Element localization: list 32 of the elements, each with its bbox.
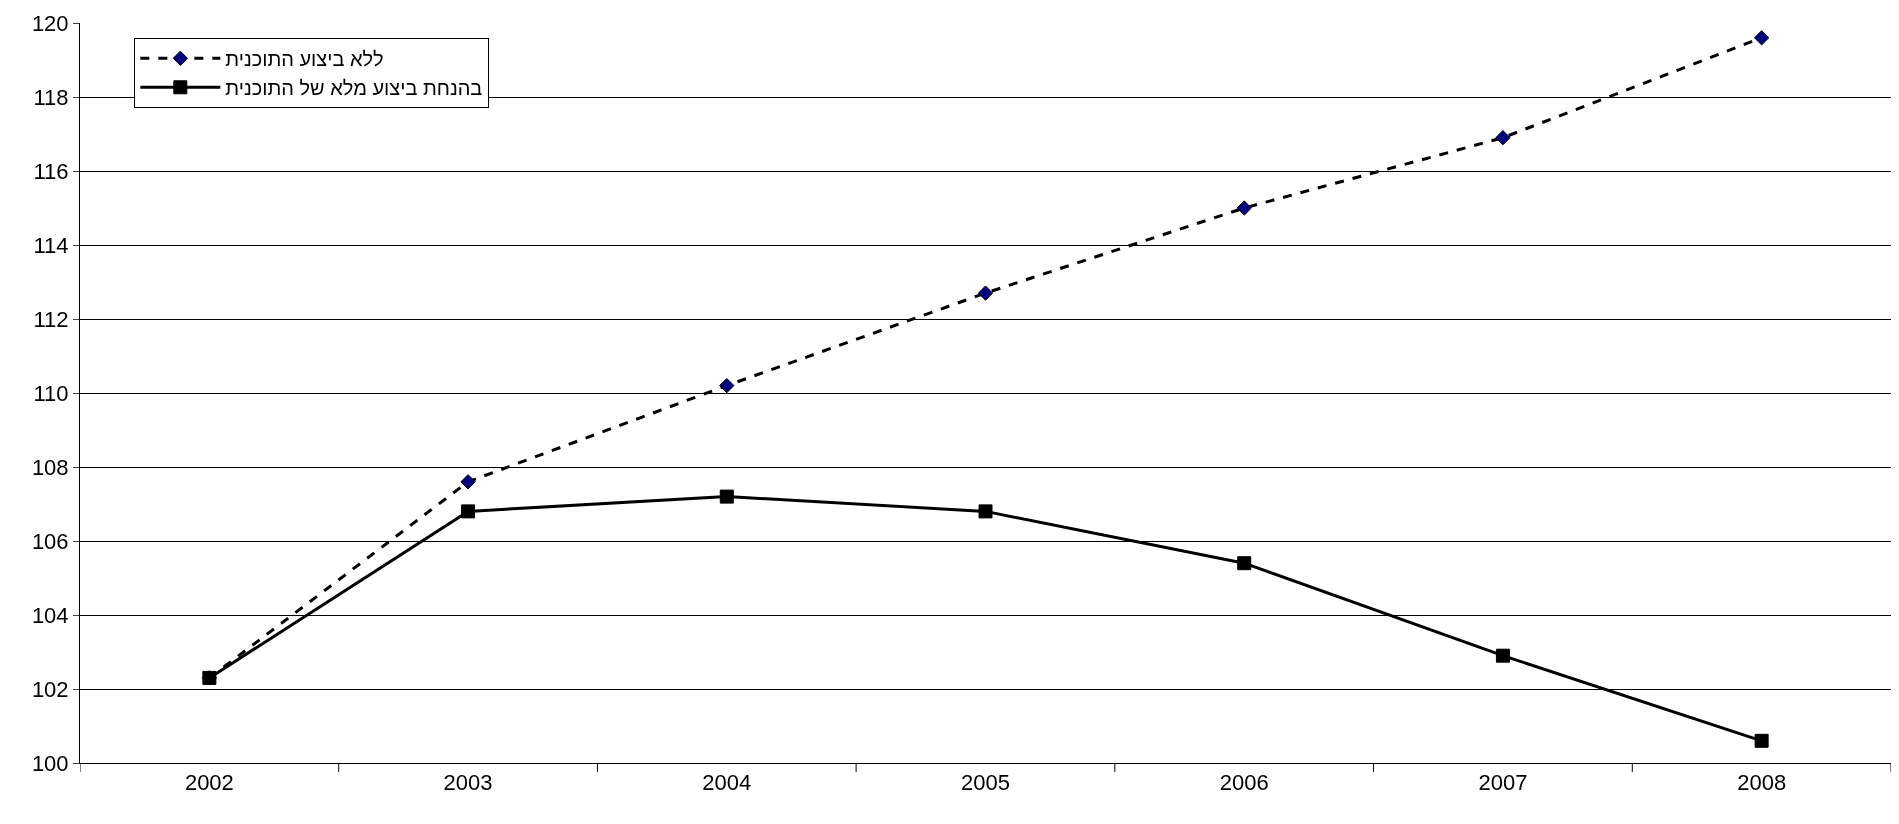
point (719, 489, 734, 504)
y-tick-label: 118 (33, 84, 69, 110)
point (978, 504, 993, 519)
x-tick-label: 2004 (702, 770, 752, 796)
y-tick-label: 100 (31, 750, 69, 776)
x-tick-label: 2002 (184, 770, 234, 796)
y-tick-label: 120 (31, 10, 69, 36)
legend-label: ללא ביצוע התוכנית (225, 48, 384, 71)
point (1754, 733, 1769, 748)
y-tick-label: 116 (33, 158, 69, 184)
y-tick-label: 106 (31, 528, 69, 554)
point (1495, 648, 1510, 663)
point (977, 285, 994, 301)
point (460, 474, 476, 490)
y-tick-label: 114 (33, 232, 69, 258)
point (461, 504, 476, 519)
y-tick-label: 108 (31, 454, 69, 480)
y-tick-label: 110 (33, 380, 69, 406)
point (1495, 130, 1511, 146)
y-tick-label: 102 (31, 676, 69, 702)
y-tick-label: 112 (33, 306, 69, 332)
x-tick-label: 2008 (1737, 770, 1787, 796)
legend-label: בהנחת ביצוע מלא של התוכנית (225, 77, 483, 100)
point (1753, 30, 1770, 46)
y-tick-label: 104 (31, 602, 69, 628)
x-tick-label: 2005 (961, 770, 1010, 796)
x-tick-label: 2007 (1478, 770, 1528, 796)
point (1236, 200, 1252, 216)
x-tick-label: 2003 (443, 770, 493, 796)
point (1237, 556, 1252, 571)
x-tick-label: 2006 (1219, 770, 1269, 796)
point (719, 377, 735, 394)
